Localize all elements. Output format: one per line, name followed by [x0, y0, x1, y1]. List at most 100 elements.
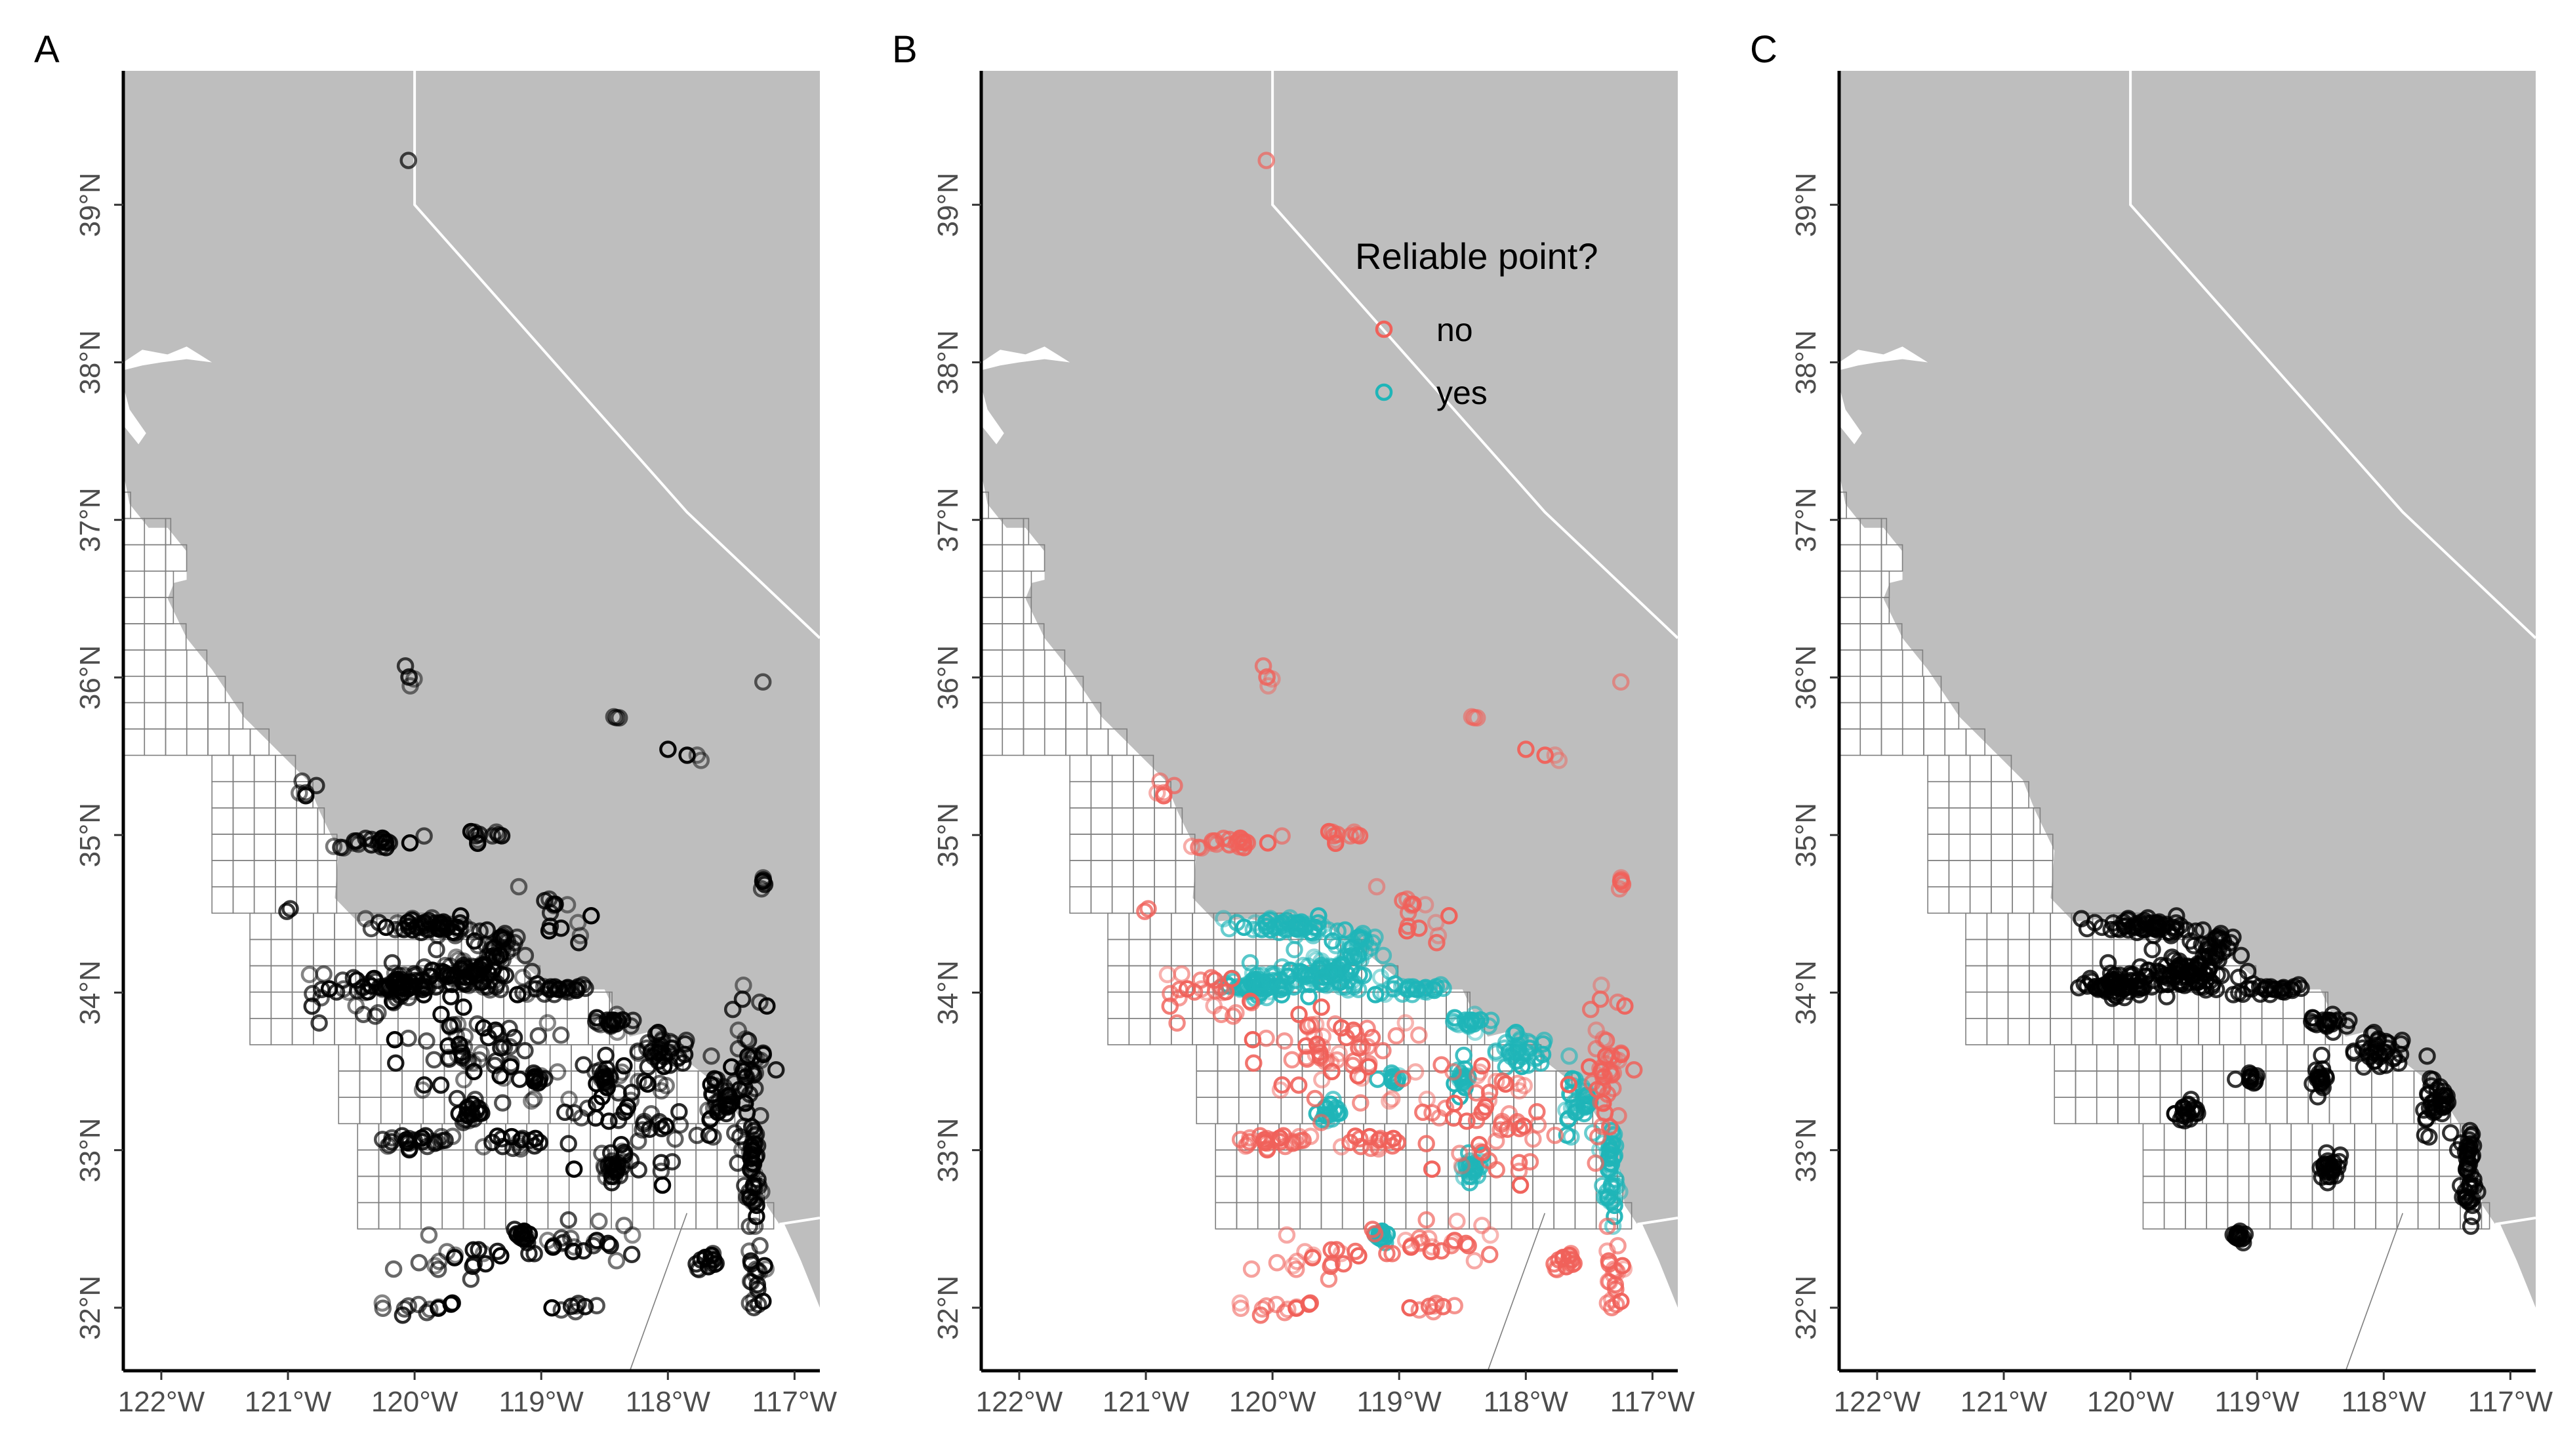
data-point: [1560, 1110, 1577, 1127]
data-point: [718, 1104, 735, 1123]
data-point: [552, 919, 570, 937]
data-point: [615, 1103, 634, 1121]
data-point: [692, 752, 710, 769]
fishing-block: [2481, 1202, 2490, 1230]
data-point: [470, 1104, 489, 1122]
data-point: [1394, 1070, 1411, 1087]
data-point: [653, 1032, 671, 1050]
y-tick-label: 38°N: [74, 330, 106, 394]
data-point: [1446, 1297, 1463, 1315]
data-point: [401, 834, 419, 852]
data-point: [477, 935, 495, 954]
data-point: [452, 907, 470, 925]
y-tick-label: 36°N: [1790, 645, 1822, 710]
data-point: [1294, 1131, 1312, 1149]
data-point: [1349, 981, 1368, 998]
data-point: [688, 746, 706, 764]
fishing-block: [165, 517, 172, 546]
data-point: [1313, 1038, 1331, 1056]
data-point: [1310, 907, 1328, 925]
data-point: [1349, 943, 1367, 961]
data-point: [416, 1127, 435, 1145]
data-point: [615, 1143, 634, 1162]
data-point: [2155, 916, 2172, 935]
data-point: [466, 932, 483, 950]
panel-b-axes: 122°W 121°W 120°W 119°W 118°W 117°W 32°N 33°N 34…: [932, 71, 1695, 1418]
data-point: [2139, 961, 2157, 979]
data-point: [1414, 1103, 1432, 1122]
x-tick-label: 122°W: [118, 1386, 205, 1418]
y-tick-label: 39°N: [932, 172, 964, 237]
data-point: [609, 1159, 627, 1177]
x-tick-label: 119°W: [1357, 1386, 1442, 1418]
data-point: [1511, 1176, 1530, 1194]
data-point: [525, 1090, 543, 1108]
data-point: [1471, 1063, 1489, 1082]
offshore-boundary-line: [629, 1213, 688, 1371]
data-point: [1465, 1252, 1484, 1270]
data-point: [1235, 918, 1253, 937]
data-point: [749, 1280, 767, 1299]
data-point: [702, 1047, 720, 1065]
panel-c: C 122°W 121°W 120°W 119°W 118°W 117°W 32°N 33°N…: [1750, 28, 2553, 1418]
data-point: [704, 1128, 722, 1146]
data-point: [699, 1101, 717, 1119]
data-point: [1307, 951, 1325, 969]
data-point: [1341, 827, 1360, 845]
data-point: [2092, 978, 2110, 996]
data-point: [1451, 1144, 1469, 1162]
data-point: [573, 1109, 590, 1127]
data-point: [754, 869, 772, 887]
data-point: [559, 1135, 577, 1152]
data-point: [455, 998, 472, 1016]
data-point: [1465, 708, 1483, 727]
data-point: [278, 902, 296, 920]
state-border-line: [2129, 71, 2536, 639]
data-point: [1607, 1280, 1625, 1299]
data-point: [1511, 1032, 1529, 1050]
y-tick-label: 37°N: [74, 488, 106, 552]
fishing-block: [2033, 834, 2054, 861]
data-point: [462, 822, 480, 841]
data-point: [595, 1157, 613, 1175]
data-point: [1401, 1299, 1419, 1317]
data-point: [1514, 1117, 1533, 1135]
data-point: [571, 927, 590, 944]
data-point: [557, 982, 575, 1001]
data-point: [1258, 668, 1276, 686]
data-point: [1383, 1245, 1401, 1263]
fishing-block: [1880, 517, 1888, 546]
data-point: [638, 1039, 656, 1057]
data-point: [1517, 740, 1535, 758]
data-point: [2232, 946, 2250, 965]
data-point: [496, 925, 514, 942]
data-point: [613, 1063, 631, 1082]
data-point: [1422, 1242, 1440, 1261]
y-tick-label: 39°N: [74, 172, 106, 237]
data-point: [1560, 1076, 1578, 1093]
data-point: [442, 988, 460, 1005]
data-point: [1245, 1054, 1263, 1072]
data-point: [1139, 900, 1157, 918]
data-point: [1444, 1063, 1462, 1081]
data-point: [741, 1294, 759, 1312]
data-point: [1254, 657, 1272, 675]
data-point: [1212, 1005, 1230, 1023]
fishing-block: [2033, 807, 2041, 835]
data-point: [729, 1154, 746, 1172]
data-point: [394, 979, 412, 997]
panel-b-land: [981, 71, 1678, 1371]
data-point: [2212, 925, 2230, 942]
data-point: [1251, 979, 1270, 997]
data-point: [565, 1160, 583, 1178]
data-point: [1173, 965, 1190, 983]
data-point: [1536, 746, 1554, 764]
data-point: [1360, 1055, 1378, 1072]
data-point: [1488, 1161, 1505, 1179]
data-point: [629, 1042, 647, 1060]
data-point: [1231, 1131, 1249, 1148]
data-point: [1589, 1127, 1607, 1146]
data-point: [605, 1167, 624, 1186]
fishing-block: [1023, 544, 1046, 572]
fishing-block: [275, 754, 296, 782]
